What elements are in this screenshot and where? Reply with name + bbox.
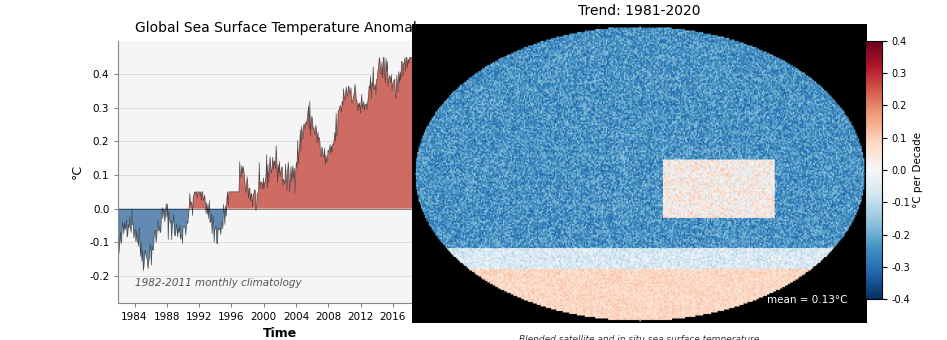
Y-axis label: °C per Decade: °C per Decade	[913, 132, 923, 208]
Text: 1982-2011 monthly climatology: 1982-2011 monthly climatology	[134, 278, 301, 288]
Y-axis label: °C: °C	[70, 164, 83, 179]
Text: Blended satellite and in situ sea surface temperature: Blended satellite and in situ sea surfac…	[519, 335, 759, 340]
Text: mean = 0.13°C: mean = 0.13°C	[766, 295, 847, 305]
Text: Trend: 1981-2020: Trend: 1981-2020	[578, 4, 701, 18]
X-axis label: Time: Time	[262, 327, 297, 340]
Title: Global Sea Surface Temperature Anomaly: Global Sea Surface Temperature Anomaly	[134, 21, 425, 35]
